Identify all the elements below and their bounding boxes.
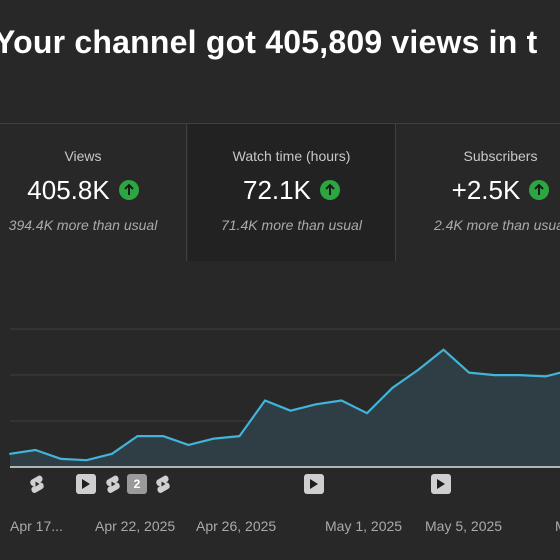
shorts-icon[interactable] [103,474,123,494]
chart-data-point [417,369,419,372]
chart-area-fill [10,349,560,467]
chart-data-point [60,457,62,460]
chart-data-point [136,435,139,438]
chart-x-tick-label: M [555,518,560,534]
metric-value: +2.5K [451,174,521,205]
chart-data-point [493,374,496,377]
chart-data-point [213,437,215,440]
chart-data-point [85,459,88,462]
chart-data-point [468,371,470,374]
chart-data-point [34,449,37,452]
chart-data-point [162,435,164,438]
metric-card-subscribers[interactable]: Subscribers +2.5K 2.4K more than usual [397,124,560,261]
metric-cards: Views 405.8K 394.4K more than usual Watc… [0,123,560,261]
arrow-up-icon [319,180,340,200]
metric-value: 405.8K [27,174,110,205]
shorts-icon[interactable] [153,474,173,494]
chart-x-tick-label: Apr 22, 2025 [95,518,175,534]
chart-data-point [519,374,521,377]
content-markers: 2 [0,474,560,498]
metric-comparison: 394.4K more than usual [8,217,158,233]
chart-x-tick-label: Apr 26, 2025 [196,518,276,534]
chart-x-axis: Apr 17... Apr 22, 2025 Apr 26, 2025 May 1, … [10,518,560,534]
chart-data-point [187,443,190,446]
arrow-up-icon [529,180,550,200]
chart-x-tick-label: May 5, 2025 [425,518,502,534]
marker-count-badge[interactable]: 2 [127,474,147,494]
metric-value: 72.1K [243,174,311,205]
chart-data-point [111,452,113,455]
metric-label: Views [64,148,102,164]
chart-data-point [442,348,445,351]
metric-comparison: 71.4K more than usual [221,217,362,233]
chart-data-point [391,386,394,389]
chart-data-point [315,403,317,406]
chart-data-point [264,399,266,402]
page-headline: Your channel got 405,809 views in t [0,24,538,60]
chart-data-point [366,412,368,415]
chart-data-point [238,435,241,438]
video-play-icon[interactable] [76,474,96,494]
metric-card-watch-time[interactable]: Watch time (hours) 72.1K 71.4K more than… [188,124,396,261]
video-play-icon[interactable] [304,474,324,494]
metric-label: Subscribers [463,148,538,164]
metric-label: Watch time (hours) [232,148,351,164]
chart-data-point [544,375,547,378]
chart-data-point [340,399,343,402]
shorts-icon[interactable] [27,474,47,494]
arrow-up-icon [118,180,139,200]
chart-data-point [9,452,11,455]
chart-data-point [289,409,292,412]
chart-x-tick-label: Apr 17... [10,518,63,534]
chart-x-tick-label: May 1, 2025 [325,518,402,534]
video-play-icon[interactable] [431,474,451,494]
views-chart[interactable]: Apr 17... Apr 22, 2025 Apr 26, 2025 May 1, … [0,300,560,560]
metric-comparison: 2.4K more than usual [433,217,560,233]
metric-card-views[interactable]: Views 405.8K 394.4K more than usual [0,124,187,261]
